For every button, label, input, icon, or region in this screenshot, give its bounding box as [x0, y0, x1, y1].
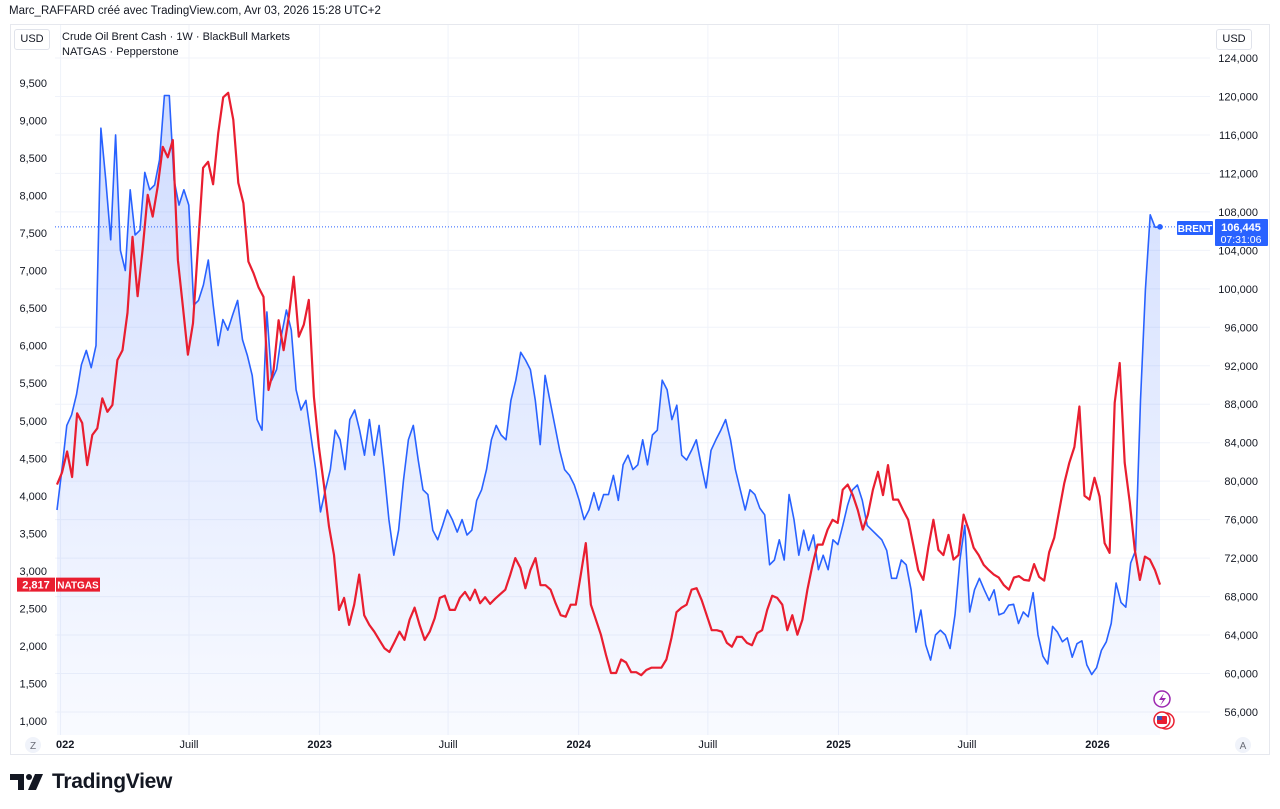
time-axis-tick: 022: [56, 739, 74, 751]
left-axis-tick: 2,000: [19, 641, 47, 653]
right-axis-tick: 120,000: [1218, 91, 1258, 103]
legend: Crude Oil Brent Cash · 1W · BlackBull Ma…: [62, 30, 290, 60]
natgas-name-badge: [56, 577, 100, 592]
right-axis-tick: 108,000: [1218, 207, 1258, 219]
right-axis-tick: 72,000: [1224, 553, 1258, 565]
chart-panel[interactable]: [10, 24, 1270, 755]
time-axis-tick: 2024: [566, 739, 591, 751]
time-axis-tick: 2023: [307, 739, 331, 751]
left-axis-tick: 7,000: [19, 266, 47, 278]
auto-scale-z-button[interactable]: [25, 737, 41, 753]
left-axis-tick: 3,500: [19, 528, 47, 540]
left-axis-tick: 5,500: [19, 378, 47, 390]
auto-scale-a-button[interactable]: [1235, 737, 1251, 753]
left-axis-tick: 4,000: [19, 491, 47, 503]
natgas-price-badge: [17, 577, 55, 592]
right-axis-tick: 92,000: [1224, 361, 1258, 373]
a-label: A: [1240, 741, 1247, 752]
right-axis-tick: 100,000: [1218, 284, 1258, 296]
tradingview-logo-icon: [10, 774, 43, 790]
right-axis-tick: 84,000: [1224, 438, 1258, 450]
brent-area-fill: [57, 95, 1160, 735]
natgas-price-value: 2,817: [22, 580, 50, 592]
right-currency-button[interactable]: USD: [1216, 29, 1252, 50]
right-axis-tick: 60,000: [1224, 669, 1258, 681]
right-axis-tick: 80,000: [1224, 476, 1258, 488]
time-axis-tick: Juill: [698, 739, 717, 751]
time-axis-tick: 2026: [1085, 739, 1109, 751]
brent-countdown: 07:31:06: [1221, 234, 1262, 246]
left-axis-tick: 3,000: [19, 566, 47, 578]
left-axis-tick: 1,000: [19, 716, 47, 728]
time-axis-tick: Juill: [957, 739, 976, 751]
tradingview-brand: TradingView: [52, 770, 173, 793]
time-axis-tick: Juill: [439, 739, 458, 751]
right-axis-tick: 68,000: [1224, 592, 1258, 604]
left-axis-tick: 8,500: [19, 153, 47, 165]
chart-credit: Marc_RAFFARD créé avec TradingView.com, …: [9, 5, 381, 17]
us-flag-canton: [1157, 716, 1162, 720]
right-axis-tick: 64,000: [1224, 630, 1258, 642]
left-axis-tick: 4,500: [19, 453, 47, 465]
z-label: Z: [30, 741, 36, 752]
right-axis-tick: 104,000: [1218, 245, 1258, 257]
left-currency-button[interactable]: USD: [14, 29, 50, 50]
natgas-name-label: NATGAS: [57, 581, 99, 592]
left-axis-tick: 2,500: [19, 603, 47, 615]
left-axis-tick: 6,000: [19, 341, 47, 353]
legend-natgas[interactable]: NATGAS · Pepperstone: [62, 46, 179, 58]
natgas-line[interactable]: [55, 91, 1162, 677]
left-axis-tick: 9,500: [19, 78, 47, 90]
right-axis-tick: 124,000: [1218, 53, 1258, 65]
left-axis-tick: 6,500: [19, 303, 47, 315]
right-axis-tick: 88,000: [1224, 399, 1258, 411]
brent-price-value: 106,445: [1221, 222, 1261, 234]
tradingview-logo[interactable]: TradingView: [10, 770, 172, 794]
lightning-glyph: [1159, 693, 1166, 706]
left-axis-tick: 7,500: [19, 228, 47, 240]
time-axis-tick: Juill: [180, 739, 199, 751]
left-axis-tick: 9,000: [19, 116, 47, 128]
right-axis-tick: 116,000: [1219, 130, 1258, 142]
brent-line[interactable]: [56, 94, 1161, 676]
left-axis-tick: 8,000: [19, 191, 47, 203]
legend-brent[interactable]: Crude Oil Brent Cash · 1W · BlackBull Ma…: [62, 31, 291, 43]
right-axis-tick: 56,000: [1224, 707, 1258, 719]
left-axis-tick: 1,500: [19, 678, 47, 690]
brent-price-badge: [1215, 219, 1268, 246]
time-axis-tick: 2025: [826, 739, 850, 751]
right-axis-tick: 96,000: [1224, 322, 1258, 334]
right-axis-tick: 76,000: [1224, 515, 1258, 527]
brent-last-point: [1157, 224, 1163, 230]
left-axis-tick: 5,000: [19, 416, 47, 428]
brent-name-badge: [1177, 221, 1213, 235]
right-axis-tick: 112,000: [1219, 168, 1258, 180]
brent-name-label: BRENT: [1178, 224, 1212, 235]
